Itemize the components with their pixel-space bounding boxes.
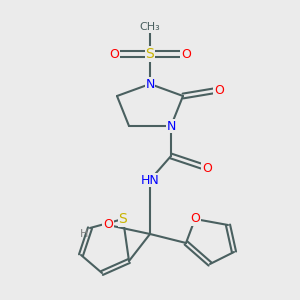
Text: H: H <box>80 229 88 239</box>
Text: CH₃: CH₃ <box>140 22 160 32</box>
Text: O: O <box>202 161 212 175</box>
Text: O: O <box>181 47 191 61</box>
Text: HN: HN <box>141 173 159 187</box>
Text: O: O <box>109 47 119 61</box>
Text: O: O <box>103 218 113 232</box>
Text: S: S <box>146 47 154 61</box>
Text: N: N <box>145 77 155 91</box>
Text: O: O <box>214 83 224 97</box>
Text: S: S <box>118 212 127 226</box>
Text: N: N <box>166 119 176 133</box>
Text: O: O <box>190 212 200 226</box>
